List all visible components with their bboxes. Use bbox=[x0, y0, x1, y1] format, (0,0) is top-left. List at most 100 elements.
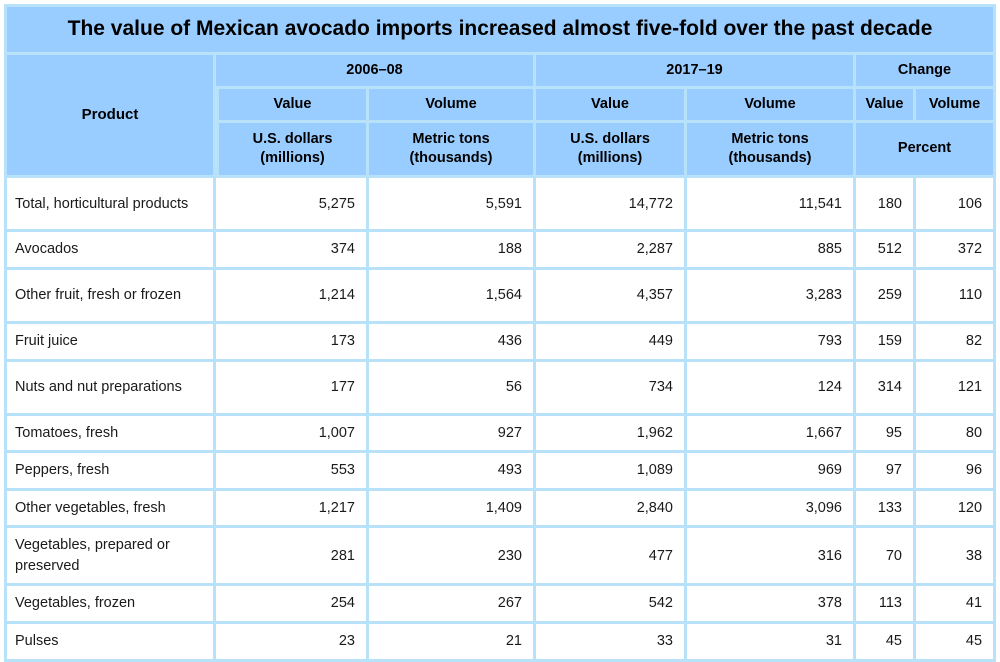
table-row: Nuts and nut preparations 177 56 734 124 314 1… bbox=[4, 361, 997, 416]
table-row: Peppers, fresh 553 493 1,089 969 97 96 bbox=[4, 453, 997, 491]
cell-2006-value: 553 bbox=[216, 453, 369, 491]
horticultural-imports-table: The value of Mexican avocado imports inc… bbox=[4, 4, 997, 662]
table-row: Total, horticultural products 5,275 5,591 1… bbox=[4, 178, 997, 233]
cell-2006-volume: 188 bbox=[369, 232, 536, 270]
cell-product: Vegetables, frozen bbox=[4, 586, 216, 625]
cell-2006-volume: 5,591 bbox=[369, 178, 536, 233]
cell-change-volume: 96 bbox=[916, 453, 997, 491]
column-header-product: Product bbox=[4, 55, 216, 179]
cell-2017-value: 1,962 bbox=[536, 415, 687, 454]
cell-2017-volume: 969 bbox=[687, 453, 856, 491]
table-body: The value of Mexican avocado imports inc… bbox=[4, 4, 997, 662]
cell-2006-volume: 21 bbox=[369, 624, 536, 662]
cell-product: Peppers, fresh bbox=[4, 453, 216, 491]
column-header-2006-volume: Volume bbox=[369, 88, 536, 123]
cell-change-value: 259 bbox=[856, 269, 916, 324]
cell-2017-value: 14,772 bbox=[536, 178, 687, 233]
cell-2017-value: 33 bbox=[536, 624, 687, 662]
cell-product: Fruit juice bbox=[4, 323, 216, 362]
column-group-change: Change bbox=[856, 55, 997, 89]
cell-change-value: 180 bbox=[856, 178, 916, 233]
table-row: Avocados 374 188 2,287 885 512 372 bbox=[4, 232, 997, 270]
table-row: Tomatoes, fresh 1,007 927 1,962 1,667 95 80 bbox=[4, 415, 997, 454]
cell-2017-volume: 124 bbox=[687, 361, 856, 416]
cell-2017-value: 2,287 bbox=[536, 232, 687, 270]
cell-2017-value: 449 bbox=[536, 323, 687, 362]
cell-2017-value: 2,840 bbox=[536, 490, 687, 529]
cell-2017-volume: 31 bbox=[687, 624, 856, 662]
cell-2006-volume: 230 bbox=[369, 528, 536, 587]
cell-product: Pulses bbox=[4, 624, 216, 662]
table-row: Vegetables, prepared or preserved 281 230 4… bbox=[4, 528, 997, 587]
cell-change-volume: 110 bbox=[916, 269, 997, 324]
cell-2006-value: 173 bbox=[216, 323, 369, 362]
cell-2017-value: 4,357 bbox=[536, 269, 687, 324]
cell-2017-volume: 1,667 bbox=[687, 415, 856, 454]
cell-change-volume: 106 bbox=[916, 178, 997, 233]
cell-product: Nuts and nut preparations bbox=[4, 361, 216, 416]
table-row: Other fruit, fresh or frozen 1,214 1,564 4,… bbox=[4, 269, 997, 324]
cell-change-volume: 121 bbox=[916, 361, 997, 416]
column-header-change-value: Value bbox=[856, 88, 916, 123]
cell-change-volume: 41 bbox=[916, 586, 997, 625]
cell-2006-volume: 56 bbox=[369, 361, 536, 416]
cell-2006-volume: 1,564 bbox=[369, 269, 536, 324]
cell-2017-volume: 316 bbox=[687, 528, 856, 587]
cell-2006-value: 254 bbox=[216, 586, 369, 625]
column-header-2017-volume: Volume bbox=[687, 88, 856, 123]
cell-change-value: 70 bbox=[856, 528, 916, 587]
cell-change-volume: 45 bbox=[916, 624, 997, 662]
cell-2006-value: 1,007 bbox=[216, 415, 369, 454]
column-unit-2017-volume: Metric tons (thousands) bbox=[687, 122, 856, 179]
column-unit-2006-volume: Metric tons (thousands) bbox=[369, 122, 536, 179]
cell-2006-value: 374 bbox=[216, 232, 369, 270]
cell-2006-value: 1,217 bbox=[216, 490, 369, 529]
cell-2017-value: 477 bbox=[536, 528, 687, 587]
cell-product: Vegetables, prepared or preserved bbox=[4, 528, 216, 587]
unit-line-2: (millions) bbox=[260, 149, 325, 166]
cell-product: Other vegetables, fresh bbox=[4, 490, 216, 529]
header-row-groups: Product 2006–08 2017–19 Change bbox=[4, 55, 997, 179]
cell-2006-volume: 1,409 bbox=[369, 490, 536, 529]
cell-2006-value: 1,214 bbox=[216, 269, 369, 324]
cell-2006-volume: 493 bbox=[369, 453, 536, 491]
cell-2017-value: 734 bbox=[536, 361, 687, 416]
cell-product: Total, horticultural products bbox=[4, 178, 216, 233]
cell-change-value: 97 bbox=[856, 453, 916, 491]
cell-change-value: 95 bbox=[856, 415, 916, 454]
column-unit-2017-value: U.S. dollars (millions) bbox=[536, 122, 687, 179]
cell-change-value: 45 bbox=[856, 624, 916, 662]
unit-line-1: U.S. dollars bbox=[570, 130, 650, 147]
cell-2006-volume: 267 bbox=[369, 586, 536, 625]
cell-change-volume: 82 bbox=[916, 323, 997, 362]
cell-2006-volume: 927 bbox=[369, 415, 536, 454]
cell-2017-value: 1,089 bbox=[536, 453, 687, 491]
cell-change-value: 113 bbox=[856, 586, 916, 625]
column-unit-2006-value: U.S. dollars (millions) bbox=[216, 122, 369, 179]
column-group-2017-19: 2017–19 bbox=[536, 55, 856, 89]
cell-change-value: 159 bbox=[856, 323, 916, 362]
header-row-units: U.S. dollars (millions) Metric tons (tho… bbox=[4, 122, 997, 179]
table-row: Other vegetables, fresh 1,217 1,409 2,840 3,… bbox=[4, 490, 997, 529]
unit-line-1: U.S. dollars bbox=[252, 130, 333, 147]
cell-2006-value: 5,275 bbox=[216, 178, 369, 233]
unit-line-1: Metric tons bbox=[412, 130, 490, 147]
table-row: Fruit juice 173 436 449 793 159 82 bbox=[4, 323, 997, 362]
cell-2017-value: 542 bbox=[536, 586, 687, 625]
cell-2017-volume: 885 bbox=[687, 232, 856, 270]
cell-product: Tomatoes, fresh bbox=[4, 415, 216, 454]
cell-change-volume: 120 bbox=[916, 490, 997, 529]
title-row: The value of Mexican avocado imports inc… bbox=[4, 4, 997, 56]
cell-2006-volume: 436 bbox=[369, 323, 536, 362]
cell-2017-volume: 3,283 bbox=[687, 269, 856, 324]
cell-2017-volume: 378 bbox=[687, 586, 856, 625]
cell-product: Other fruit, fresh or frozen bbox=[4, 269, 216, 324]
header-row-measures: Value Volume Value Volume Value Volume bbox=[4, 88, 997, 123]
cell-product: Avocados bbox=[4, 232, 216, 270]
cell-change-volume: 80 bbox=[916, 415, 997, 454]
cell-change-volume: 372 bbox=[916, 232, 997, 270]
unit-line-2: (thousands) bbox=[409, 149, 493, 166]
cell-2006-value: 177 bbox=[216, 361, 369, 416]
cell-2006-value: 23 bbox=[216, 624, 369, 662]
